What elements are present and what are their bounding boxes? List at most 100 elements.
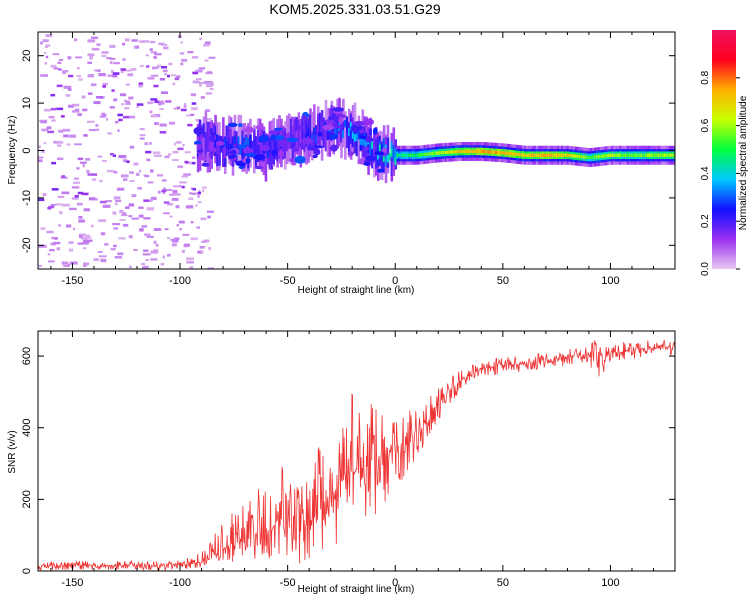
noise-cell bbox=[183, 103, 187, 106]
ridge-cell bbox=[597, 154, 601, 159]
ridge-cell bbox=[249, 134, 252, 152]
ridge-cell bbox=[344, 119, 347, 128]
colorbar-tick-label: 0.2 bbox=[700, 214, 711, 228]
noise-cell bbox=[56, 141, 64, 144]
blob-cell bbox=[193, 126, 204, 135]
noise-cell bbox=[87, 92, 93, 95]
noise-cell bbox=[161, 43, 168, 46]
ridge-cell bbox=[237, 136, 241, 145]
ridge-cell bbox=[318, 130, 322, 148]
ridge-cell bbox=[309, 114, 312, 145]
noise-cell bbox=[93, 101, 101, 105]
ridge-cell bbox=[576, 154, 580, 158]
noise-cell bbox=[190, 113, 195, 116]
ridge-cell bbox=[307, 128, 310, 137]
blob-cell bbox=[313, 148, 321, 156]
ridge-cell bbox=[454, 150, 458, 154]
noise-cell bbox=[201, 240, 207, 243]
ridge-cell bbox=[216, 137, 219, 154]
blob-cell bbox=[294, 155, 306, 164]
noise-cell bbox=[207, 267, 215, 269]
noise-cell bbox=[124, 38, 130, 42]
ridge-cell bbox=[471, 149, 475, 154]
noise-cell bbox=[128, 203, 135, 207]
noise-cell bbox=[103, 114, 107, 117]
blob-cell bbox=[201, 162, 210, 167]
noise-cell bbox=[145, 258, 149, 261]
noise-cell bbox=[60, 176, 68, 179]
noise-cell bbox=[155, 243, 159, 247]
noise-cell bbox=[159, 123, 167, 127]
ridge-cell bbox=[256, 145, 260, 163]
noise-cell bbox=[208, 56, 216, 59]
noise-cell bbox=[112, 74, 118, 78]
noise-cell bbox=[46, 126, 52, 130]
noise-cell bbox=[184, 160, 189, 164]
noise-cell bbox=[76, 202, 83, 206]
ridge-cell bbox=[216, 134, 219, 142]
ridge-cell bbox=[376, 151, 380, 160]
blob-cell bbox=[336, 114, 347, 119]
ridge-cell bbox=[351, 131, 355, 139]
noise-cell bbox=[118, 154, 127, 159]
ridge-cell bbox=[611, 153, 614, 157]
noise-cell bbox=[73, 177, 79, 180]
noise-cell bbox=[111, 89, 115, 92]
ridge-cell bbox=[198, 119, 202, 150]
noise-cell bbox=[75, 56, 82, 59]
noise-cell bbox=[186, 257, 194, 261]
noise-cell bbox=[162, 69, 168, 73]
ridge-cell bbox=[423, 152, 427, 157]
noise-cell bbox=[57, 61, 62, 64]
snr-x-tick-label: 0 bbox=[392, 577, 398, 589]
blob-cell bbox=[330, 144, 338, 152]
noise-cell bbox=[180, 58, 188, 62]
noise-cell bbox=[150, 258, 158, 261]
ridge-cell bbox=[270, 137, 274, 155]
ridge-cell bbox=[475, 149, 479, 154]
noise-cell bbox=[50, 64, 57, 68]
ridge-cell bbox=[667, 153, 671, 157]
noise-cell bbox=[110, 152, 114, 156]
spectrogram-y-tick-label: -10 bbox=[21, 190, 33, 206]
noise-cell bbox=[144, 174, 150, 178]
noise-cell bbox=[82, 242, 89, 245]
noise-cell bbox=[197, 250, 203, 254]
ridge-cell bbox=[260, 144, 264, 162]
noise-cell bbox=[181, 185, 185, 189]
noise-cell bbox=[83, 208, 90, 212]
noise-cell bbox=[160, 65, 167, 69]
noise-cell bbox=[185, 205, 194, 209]
noise-cell bbox=[139, 137, 145, 140]
noise-cell bbox=[183, 105, 187, 109]
ridge-cell bbox=[553, 153, 556, 157]
noise-cell bbox=[81, 95, 86, 99]
snr-panel: -150 -100 -50 0 50 100 0 200 400 600 Height of s… bbox=[7, 330, 676, 595]
ridge-cell bbox=[595, 155, 599, 159]
noise-cell bbox=[82, 163, 85, 168]
blob-cell bbox=[285, 137, 298, 143]
ridge-cell bbox=[653, 153, 657, 157]
snr-y-tick-label: 200 bbox=[21, 490, 33, 508]
noise-cell bbox=[113, 61, 120, 65]
noise-cell bbox=[113, 196, 121, 200]
ridge-cell bbox=[673, 153, 675, 157]
ridge-cell bbox=[632, 153, 636, 157]
noise-cell bbox=[154, 100, 159, 104]
ridge-cell bbox=[533, 153, 537, 157]
ridge-cell bbox=[638, 153, 642, 157]
ridge-cell bbox=[531, 153, 535, 157]
noise-cell bbox=[52, 53, 60, 56]
noise-cell bbox=[192, 187, 197, 191]
spectrogram-y-label: Frequency (Hz) bbox=[7, 116, 18, 185]
ridge-cell bbox=[419, 153, 423, 157]
ridge-cell bbox=[324, 120, 328, 152]
noise-cell bbox=[187, 51, 194, 54]
noise-cell bbox=[73, 181, 81, 185]
noise-cell bbox=[192, 71, 199, 75]
ridge-cell bbox=[206, 121, 210, 152]
ridge-cell bbox=[204, 131, 208, 163]
noise-cell bbox=[161, 189, 167, 193]
noise-cell bbox=[139, 85, 144, 88]
ridge-cell bbox=[305, 133, 308, 142]
